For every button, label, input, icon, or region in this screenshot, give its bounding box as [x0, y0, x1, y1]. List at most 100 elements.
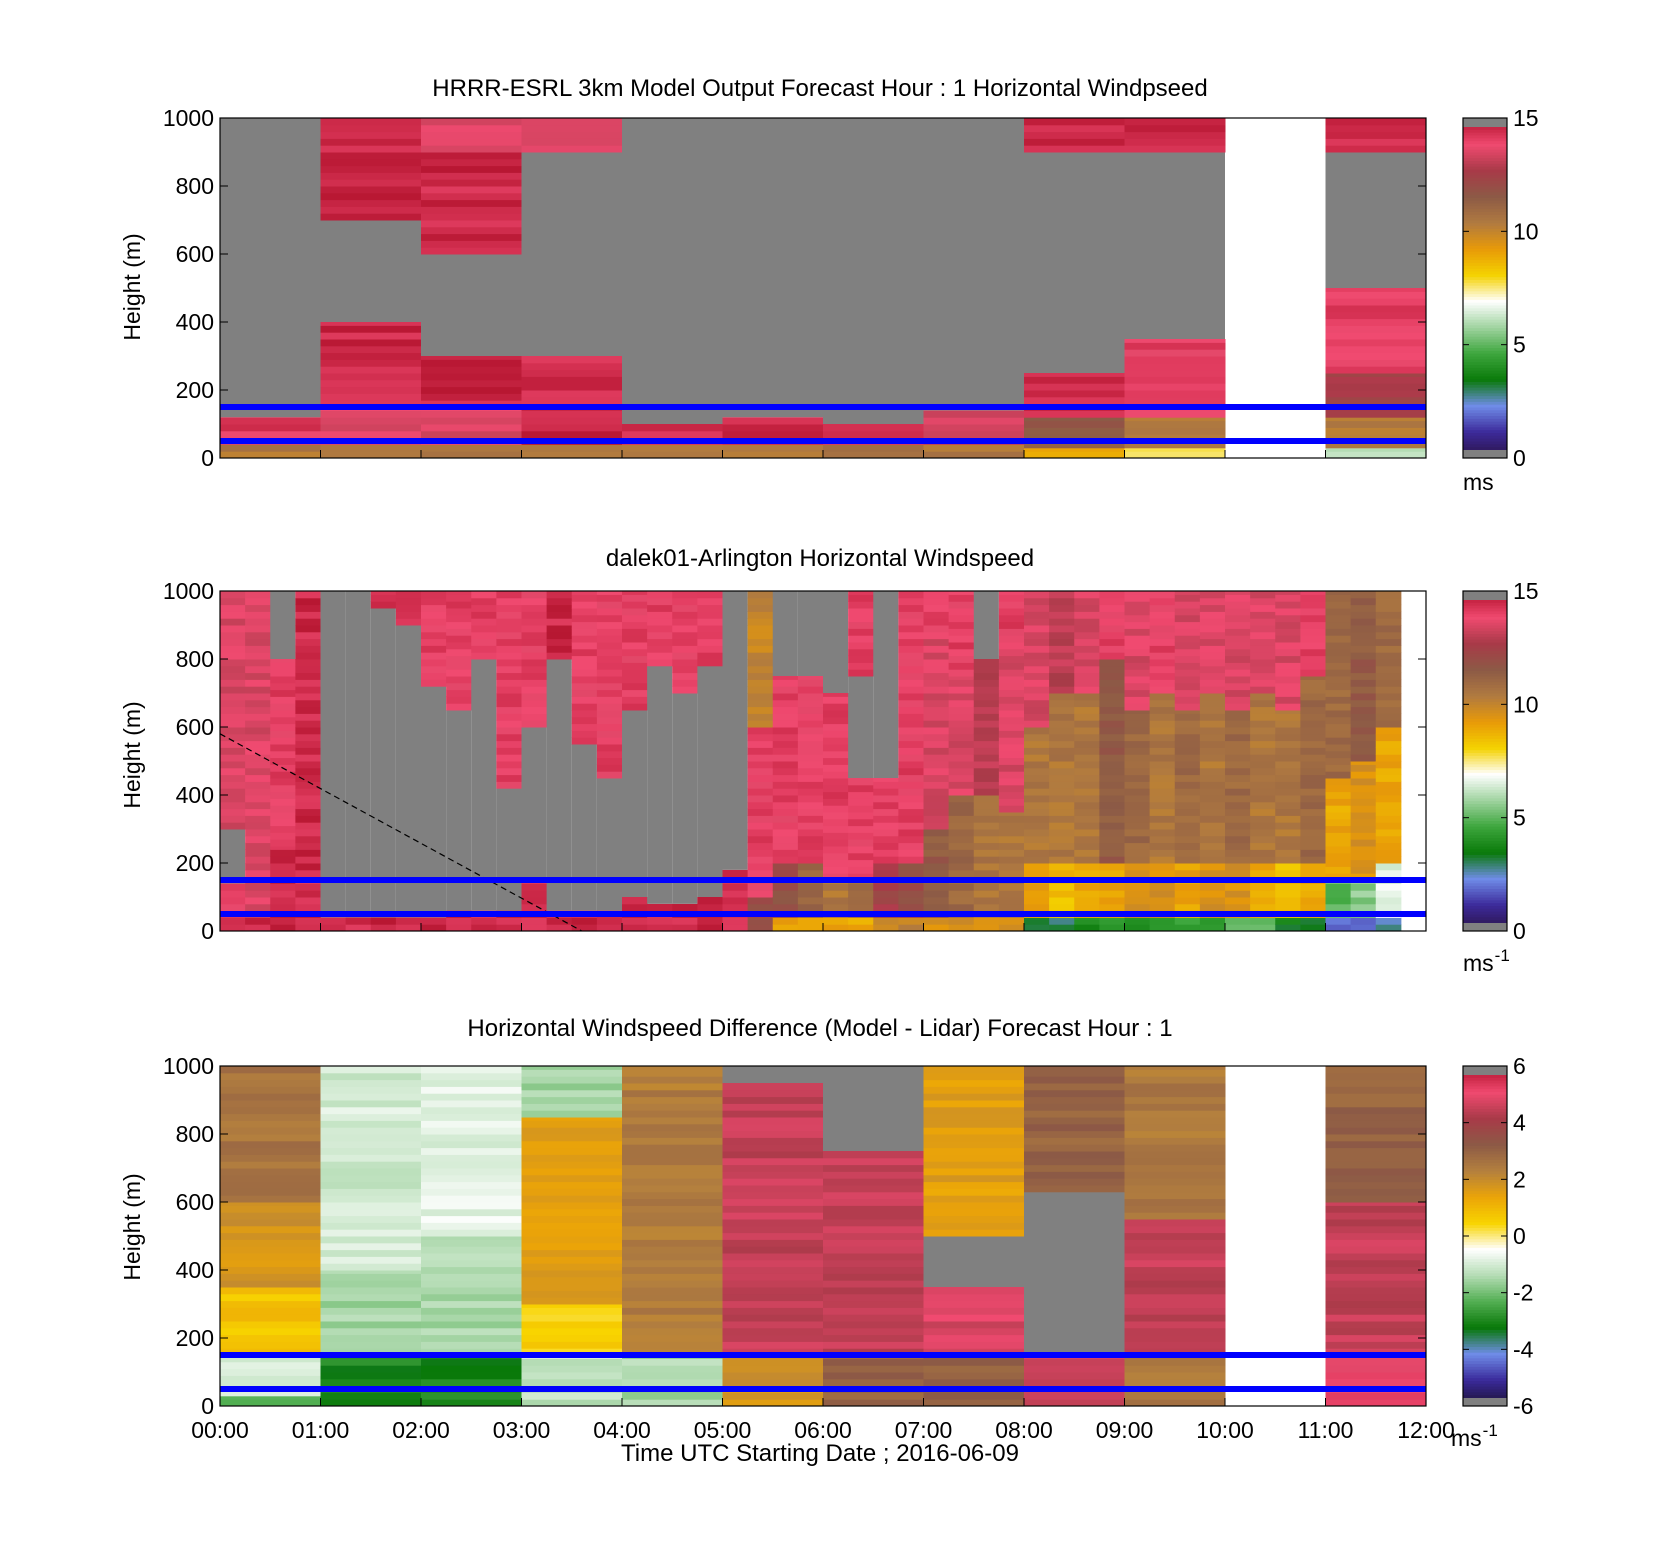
colorbar-segment	[1463, 1077, 1507, 1081]
colorbar-segment	[1463, 820, 1507, 824]
heatmap-cell	[1024, 842, 1050, 850]
heatmap-cell	[923, 754, 950, 762]
heatmap-cell	[948, 601, 975, 609]
heatmap-cell	[1325, 594, 1352, 602]
heatmap-cell	[295, 815, 321, 823]
heatmap-cell	[220, 917, 246, 925]
heatmap-cell	[747, 829, 774, 837]
heatmap-cell	[571, 744, 597, 911]
heatmap-cell	[1124, 822, 1151, 830]
colorbar-segment	[1463, 860, 1507, 864]
heatmap-cell	[622, 1287, 723, 1295]
heatmap-cell	[521, 1358, 623, 1366]
heatmap-cell	[1325, 669, 1352, 677]
heatmap-cell	[948, 808, 975, 816]
heatmap-cell	[898, 897, 924, 905]
heatmap-cell	[1275, 591, 1301, 595]
colorbar-segment	[1463, 1255, 1507, 1260]
heatmap-cell	[923, 761, 950, 769]
heatmap-cell	[421, 1072, 522, 1081]
heatmap-cell	[320, 1341, 422, 1349]
heatmap-cell	[446, 689, 472, 697]
heatmap-cell	[1024, 1171, 1125, 1179]
heatmap-cell	[421, 138, 522, 146]
heatmap-cell	[622, 1137, 723, 1145]
heatmap-cell	[1225, 788, 1251, 796]
heatmap-cell	[220, 597, 246, 606]
colorbar-segment	[1463, 695, 1507, 700]
heatmap-cell	[848, 917, 874, 925]
heatmap-cell	[823, 832, 849, 840]
colorbar-segment	[1463, 897, 1507, 901]
colorbar-segment	[1463, 1394, 1507, 1398]
heatmap-cell	[1325, 1066, 1427, 1074]
heatmap-cell	[797, 808, 824, 816]
heatmap-cell	[245, 869, 271, 878]
heatmap-cell	[1124, 1225, 1226, 1234]
heatmap-cell	[1024, 720, 1050, 728]
heatmap-cell	[1225, 713, 1251, 721]
heatmap-cell	[421, 1334, 522, 1342]
heatmap-cell	[1300, 842, 1326, 850]
heatmap-cell	[998, 662, 1025, 670]
y-tick-label: 200	[176, 377, 214, 403]
heatmap-cell	[421, 172, 522, 180]
heatmap-cell	[1325, 1100, 1427, 1108]
heatmap-cell	[1074, 774, 1100, 782]
heatmap-cell	[722, 1321, 824, 1329]
heatmap-cell	[747, 727, 774, 735]
heatmap-cell	[521, 1229, 623, 1237]
heatmap-cell	[320, 332, 422, 340]
heatmap-cell	[1099, 767, 1125, 776]
heatmap-cell	[1325, 291, 1427, 299]
heatmap-cell	[1074, 754, 1100, 762]
heatmap-cell	[823, 897, 849, 905]
heatmap-cell	[1325, 614, 1352, 623]
heatmap-cell	[521, 1327, 623, 1336]
colorbar-unit-exponent: -1	[1495, 946, 1510, 965]
heatmap-cell	[320, 430, 422, 439]
heatmap-cell	[496, 659, 522, 667]
heatmap-cell	[1350, 597, 1377, 606]
heatmap-cell	[973, 672, 1000, 680]
heatmap-cell	[245, 618, 271, 626]
heatmap-cell	[923, 618, 950, 626]
heatmap-cell	[1049, 849, 1075, 857]
heatmap-cell	[772, 842, 799, 850]
colorbar-segment	[1463, 310, 1507, 314]
heatmap-cell	[245, 761, 271, 769]
heatmap-cell	[295, 747, 321, 755]
heatmap-cell	[772, 781, 799, 789]
heatmap-cell	[1124, 1327, 1226, 1336]
heatmap-cell	[270, 846, 296, 850]
heatmap-cell	[471, 924, 497, 932]
colorbar-segment	[1463, 296, 1507, 300]
heatmap-cell	[722, 1212, 824, 1220]
heatmap-cell	[421, 1161, 522, 1169]
heatmap-cell	[923, 815, 950, 823]
heatmap-cell	[1124, 1341, 1226, 1349]
heatmap-cell	[1225, 754, 1251, 762]
heatmap-cell	[747, 869, 774, 878]
heatmap-cell	[1250, 869, 1276, 878]
heatmap-cell	[421, 638, 447, 646]
heatmap-cell	[421, 611, 447, 619]
heatmap-cell	[747, 795, 774, 803]
heatmap-cell	[270, 832, 296, 840]
heatmap-cell	[1250, 652, 1276, 660]
heatmap-cell	[1325, 1253, 1427, 1261]
heatmap-cell	[823, 716, 849, 725]
heatmap-cell	[1074, 672, 1100, 680]
colorbar-segment	[1463, 1094, 1507, 1098]
heatmap-cell	[521, 131, 623, 139]
colorbar-segment	[1463, 347, 1507, 351]
heatmap-cell	[1325, 1287, 1427, 1295]
x-tick-label: 07:00	[895, 1417, 953, 1443]
heatmap-cell	[1300, 628, 1326, 636]
heatmap-cell	[1099, 693, 1125, 701]
heatmap-cell	[220, 774, 246, 782]
colorbar-segment	[1463, 1264, 1507, 1268]
heatmap-cell	[1124, 1110, 1226, 1118]
heatmap-cell	[1375, 781, 1402, 789]
heatmap-cell	[521, 1174, 623, 1183]
